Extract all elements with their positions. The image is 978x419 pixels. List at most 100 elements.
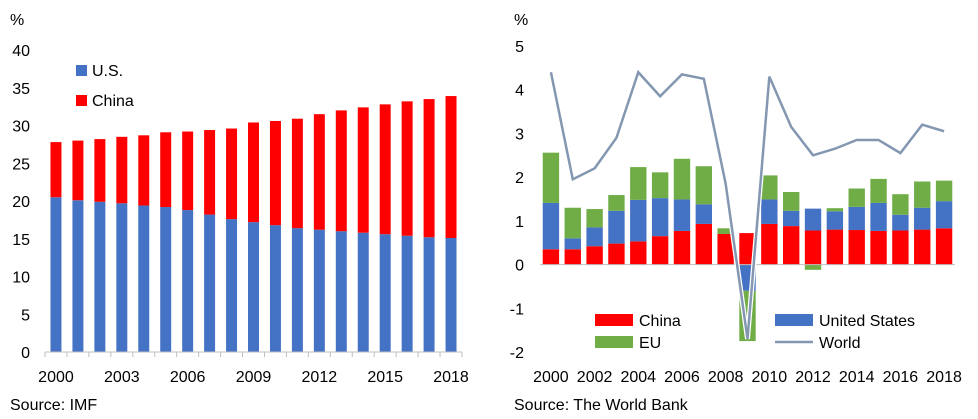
right-legend-swatch xyxy=(595,314,633,326)
right-bar-eu-2015 xyxy=(870,178,887,203)
right-x-axis: 2000 2002 2004 2006 2008 2010 2012 2014 2016 2018 xyxy=(533,369,962,386)
right-legend-label: EU xyxy=(639,335,661,352)
right-bar-unitedstates-2006 xyxy=(673,199,691,231)
left-bar-china-2013 xyxy=(335,110,347,232)
left-legend: U.S. China xyxy=(76,63,134,110)
right-x-tick-label: 2016 xyxy=(883,369,919,386)
left-bar-china-2002 xyxy=(94,139,106,202)
right-y-tick-label: 2 xyxy=(515,170,524,187)
right-bar-china-2000 xyxy=(542,249,560,265)
right-bar-china-2018 xyxy=(935,228,953,265)
left-bar-us-2002 xyxy=(94,201,106,352)
left-bar-us-2013 xyxy=(335,231,347,352)
right-bar-china-2016 xyxy=(892,230,909,265)
right-bar-china-2015 xyxy=(870,230,887,265)
left-bar-china-2016 xyxy=(401,101,413,236)
right-bar-eu-2002 xyxy=(586,209,603,228)
right-bar-china-2001 xyxy=(564,249,581,265)
left-bar-china-2001 xyxy=(72,140,84,201)
left-bar-us-2007 xyxy=(204,214,216,352)
left-x-tick-label: 2009 xyxy=(236,369,272,386)
right-bar-eu-2016 xyxy=(892,194,909,215)
right-legend-swatch xyxy=(775,314,813,326)
right-source-note: Source: The World Bank xyxy=(514,397,688,414)
right-x-tick-label: 2000 xyxy=(533,369,569,386)
left-y-axis: 0 5 10 15 20 25 30 35 40 xyxy=(12,43,30,362)
right-bar-unitedstates-2004 xyxy=(630,199,647,242)
left-y-tick-label: 5 xyxy=(21,307,30,324)
right-x-tick-label: 2002 xyxy=(577,369,613,386)
left-bar-china-2017 xyxy=(423,99,435,238)
right-bar-unitedstates-2014 xyxy=(848,206,865,231)
right-bar-eu-2012 xyxy=(804,264,822,270)
right-bar-unitedstates-2018 xyxy=(935,201,953,229)
right-unit-label: % xyxy=(514,12,528,29)
left-bar-china-2005 xyxy=(160,132,172,208)
right-x-tick-label: 2014 xyxy=(839,369,875,386)
left-x-tick-label: 2000 xyxy=(38,369,74,386)
left-bar-us-2004 xyxy=(138,205,150,352)
left-y-tick-label: 25 xyxy=(12,156,30,173)
left-bar-china-2010 xyxy=(269,120,281,226)
left-bar-china-2012 xyxy=(313,114,325,230)
right-bar-eu-2010 xyxy=(761,175,778,200)
left-bar-us-2015 xyxy=(379,234,391,352)
right-bar-unitedstates-2012 xyxy=(804,208,822,231)
left-x-tick-label: 2018 xyxy=(433,369,469,386)
right-bar-unitedstates-2011 xyxy=(782,210,800,227)
right-bar-china-2013 xyxy=(826,229,844,265)
left-bar-us-2003 xyxy=(116,203,128,352)
right-x-tick-label: 2012 xyxy=(795,369,831,386)
left-bar-china-2014 xyxy=(357,107,369,233)
right-x-tick-label: 2006 xyxy=(664,369,700,386)
left-bar-china-2004 xyxy=(138,135,150,206)
right-y-tick-label: -1 xyxy=(510,301,524,318)
right-x-tick-label: 2010 xyxy=(752,369,788,386)
right-bar-unitedstates-2016 xyxy=(892,214,909,231)
left-x-tick-label: 2015 xyxy=(367,369,403,386)
left-y-tick-label: 35 xyxy=(12,81,30,98)
right-bar-eu-2007 xyxy=(695,166,713,205)
right-x-tick-label: 2008 xyxy=(708,369,744,386)
right-bar-eu-2008 xyxy=(717,228,734,234)
right-bar-eu-2017 xyxy=(914,181,931,208)
left-y-tick-label: 30 xyxy=(12,119,30,136)
right-bar-eu-2013 xyxy=(826,208,844,212)
right-bar-eu-2011 xyxy=(782,192,800,211)
left-legend-swatch xyxy=(76,95,87,106)
right-world-line xyxy=(548,67,945,340)
right-y-tick-label: 0 xyxy=(515,258,524,275)
right-bar-unitedstates-2015 xyxy=(870,202,887,231)
left-bar-china-2000 xyxy=(50,142,62,198)
left-legend-swatch xyxy=(76,65,87,76)
left-bar-china-2011 xyxy=(291,118,303,229)
left-source-note: Source: IMF xyxy=(10,397,98,414)
right-bar-china-2014 xyxy=(848,230,865,265)
right-bar-eu-2003 xyxy=(608,195,625,211)
right-bar-unitedstates-2000 xyxy=(542,202,560,250)
left-bar-china-2008 xyxy=(226,128,238,220)
left-bar-us-2000 xyxy=(50,197,62,352)
right-bars xyxy=(542,152,953,342)
left-bar-us-2009 xyxy=(248,222,259,352)
right-legend: China United States EU World xyxy=(595,313,915,352)
right-bar-eu-2014 xyxy=(848,188,865,207)
right-y-axis: -2 -1 0 1 2 3 4 5 xyxy=(510,39,524,362)
left-x-tick-label: 2012 xyxy=(302,369,338,386)
right-chart-panel: % -2 -1 0 1 2 3 4 5 2000 2002 2004 2006 2008 2010 201… xyxy=(490,0,978,419)
right-bar-china-2006 xyxy=(673,230,691,265)
right-y-tick-label: -2 xyxy=(510,345,524,362)
right-bar-unitedstates-2007 xyxy=(695,204,713,224)
left-y-tick-label: 40 xyxy=(12,43,30,60)
right-bar-china-2007 xyxy=(695,223,713,265)
right-bar-china-2010 xyxy=(761,223,778,265)
right-y-tick-label: 4 xyxy=(515,83,524,100)
right-bar-china-2003 xyxy=(608,243,625,265)
left-bar-us-2005 xyxy=(160,207,172,352)
right-bar-china-2002 xyxy=(586,246,603,265)
left-bar-us-2014 xyxy=(357,232,369,352)
right-bar-unitedstates-2001 xyxy=(564,238,581,250)
right-bar-unitedstates-2005 xyxy=(651,198,669,237)
left-bar-china-2007 xyxy=(204,130,216,215)
